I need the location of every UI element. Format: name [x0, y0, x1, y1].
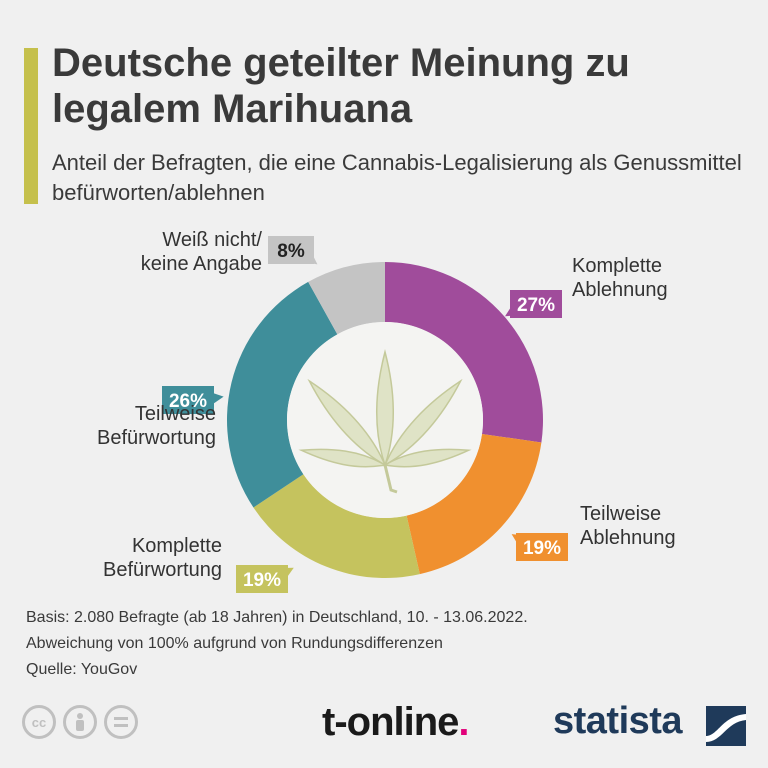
tonline-logo-text: t-online: [322, 700, 459, 744]
value-badge-pointer-4: [302, 250, 318, 265]
page-subtitle: Anteil der Befragten, die eine Cannabis-…: [52, 150, 742, 205]
value-label-4: 8%: [277, 241, 305, 262]
category-label-2-line-0: Komplette: [132, 535, 222, 557]
statista-logo-icon: [706, 706, 746, 746]
tonline-logo[interactable]: t-online.: [322, 700, 470, 745]
category-label-0-line-1: Ablehnung: [572, 279, 668, 301]
footer-source: Quelle: YouGov: [26, 661, 138, 678]
cannabis-leaf-icon: [298, 349, 472, 494]
value-label-3: 26%: [169, 391, 207, 412]
value-badge-3: [162, 386, 214, 414]
category-label-0-line-0: Komplette: [572, 255, 662, 277]
no-derivatives-icon[interactable]: [104, 705, 138, 739]
page-title: Deutsche geteilter Meinung zu legalem Ma…: [52, 41, 630, 131]
donut-slice-1: [406, 433, 542, 575]
category-label-3-line-1: Befürwortung: [97, 427, 216, 449]
category-label-1-line-1: Ablehnung: [580, 527, 676, 549]
footer-basis: Basis: 2.080 Befragte (ab 18 Jahren) in …: [26, 609, 528, 626]
category-label-3-line-0: Teilweise: [135, 403, 216, 425]
donut-slice-4: [308, 262, 385, 335]
category-label-4-line-1: keine Angabe: [141, 253, 262, 275]
donut-slice-0: [385, 262, 543, 443]
donut-slice-3: [227, 281, 338, 508]
tonline-logo-dot: .: [458, 700, 469, 744]
value-badge-pointer-2: [278, 567, 294, 581]
value-label-1: 19%: [523, 538, 561, 559]
category-label-2-line-1: Befürwortung: [103, 559, 222, 581]
cc-icon[interactable]: cc: [22, 705, 56, 739]
value-badge-pointer-0: [505, 303, 521, 317]
footer-note: Abweichung von 100% aufgrund von Rundung…: [26, 635, 443, 652]
accent-bar: [24, 48, 38, 204]
license-icons: cc: [22, 705, 138, 739]
value-label-2: 19%: [243, 570, 281, 591]
statista-logo[interactable]: statista: [553, 700, 683, 742]
donut-slice-2: [253, 474, 420, 578]
value-label-0: 27%: [517, 295, 555, 316]
value-badge-pointer-1: [511, 534, 528, 548]
attribution-icon[interactable]: [63, 705, 97, 739]
category-label-1-line-0: Teilweise: [580, 503, 661, 525]
category-label-4-line-0: Weiß nicht/: [162, 229, 262, 251]
value-badge-pointer-3: [208, 391, 224, 406]
